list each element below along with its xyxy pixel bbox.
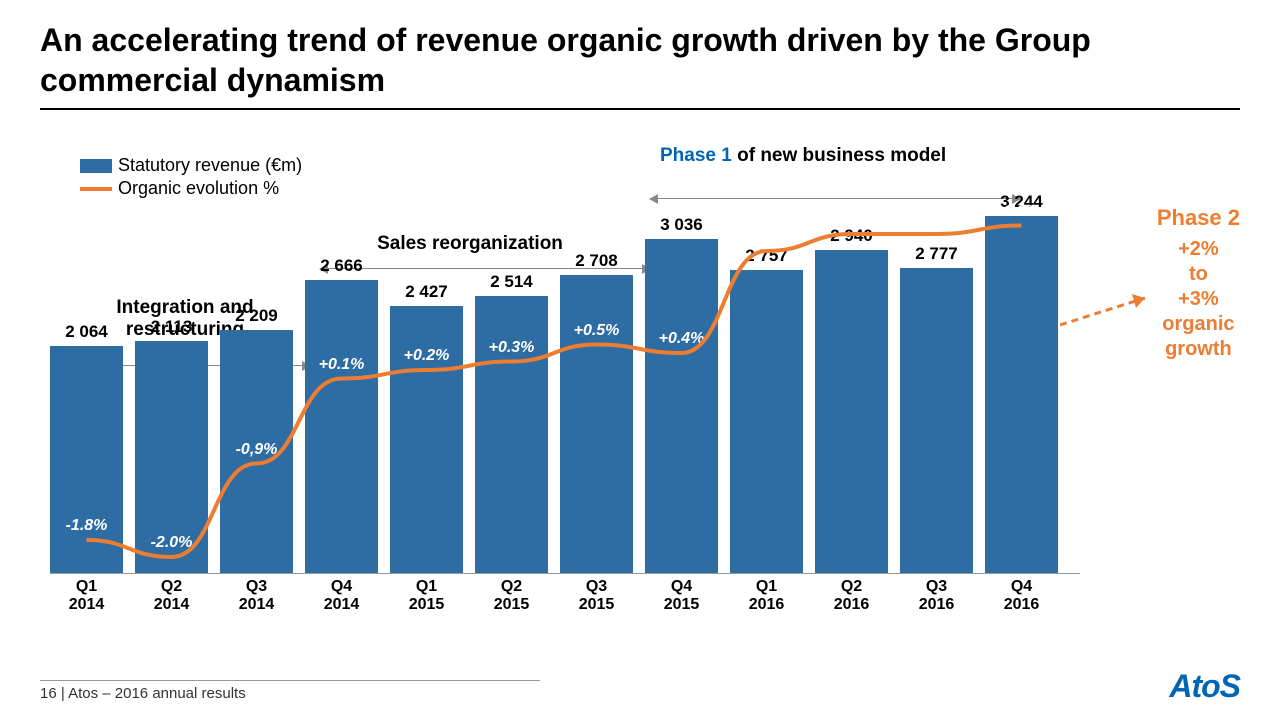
pct-label: -1.8% [48,517,125,535]
bar-value-label: 2 064 [50,322,123,342]
x-axis-label: Q42015 [645,578,718,615]
phase1-label: Phase 1 of new business model [660,145,946,167]
bar: 2 666 [305,280,378,573]
x-axis-label: Q32015 [560,578,633,615]
legend: Statutory revenue (€m) Organic evolution… [80,155,302,201]
pct-label: -0,9% [218,441,295,459]
pct-label: +0.1% [303,356,380,374]
bar-value-label: 2 209 [220,306,293,326]
x-axis-label: Q32014 [220,578,293,615]
pct-label: +0.4% [643,330,720,348]
legend-revenue-label: Statutory revenue (€m) [118,155,302,176]
bar-value-label: 2 666 [305,256,378,276]
pct-label: +0.5% [558,322,635,340]
bar: 2 757 [730,270,803,573]
chart: 2 064-1.8%2 113-2.0%2 209-0,9%2 666+0.1%… [50,200,1080,620]
legend-organic-label: Organic evolution % [118,178,279,199]
legend-swatch-line [80,187,112,191]
phase1-arrow [650,198,1020,199]
pct-label: +0.2% [388,347,465,365]
slide-title: An accelerating trend of revenue organic… [40,20,1240,100]
bar: 2 064 [50,346,123,573]
x-axis-label: Q22015 [475,578,548,615]
x-axis-label: Q22014 [135,578,208,615]
x-axis-label: Q32016 [900,578,973,615]
x-axis-label: Q12016 [730,578,803,615]
pct-label: +1.8% [813,211,890,229]
x-axis-label: Q42014 [305,578,378,615]
legend-swatch-bar [80,159,112,173]
bar-value-label: 2 514 [475,272,548,292]
pct-label: 1.9% [983,203,1060,221]
footer-text: 16 | Atos – 2016 annual results [40,680,540,702]
x-axis-label: Q42016 [985,578,1058,615]
bar: 2 777 [900,268,973,573]
x-axis-label: Q12015 [390,578,463,615]
phase2-label: Phase 2 +2%to+3%organicgrowth [1157,205,1240,362]
pct-label: -2.0% [133,534,210,552]
bar-value-label: 2 708 [560,251,633,271]
bar-value-label: 2 757 [730,246,803,266]
x-axis-label: Q12014 [50,578,123,615]
bar: 2 940 [815,250,888,573]
pct-label: +1.6% [728,228,805,246]
bar-value-label: 2 113 [135,317,208,337]
bar-value-label: 2 777 [900,244,973,264]
bar: 2 708 [560,275,633,573]
bar-value-label: 2 427 [390,282,463,302]
bar-value-label: 3 036 [645,215,718,235]
bar: 3 244 [985,216,1058,573]
atos-logo: AtoS [1169,668,1240,705]
pct-label: +1.8% [898,211,975,229]
x-axis-label: Q22016 [815,578,888,615]
title-rule [40,108,1240,110]
pct-label: +0.3% [473,339,550,357]
bar: 3 036 [645,239,718,573]
